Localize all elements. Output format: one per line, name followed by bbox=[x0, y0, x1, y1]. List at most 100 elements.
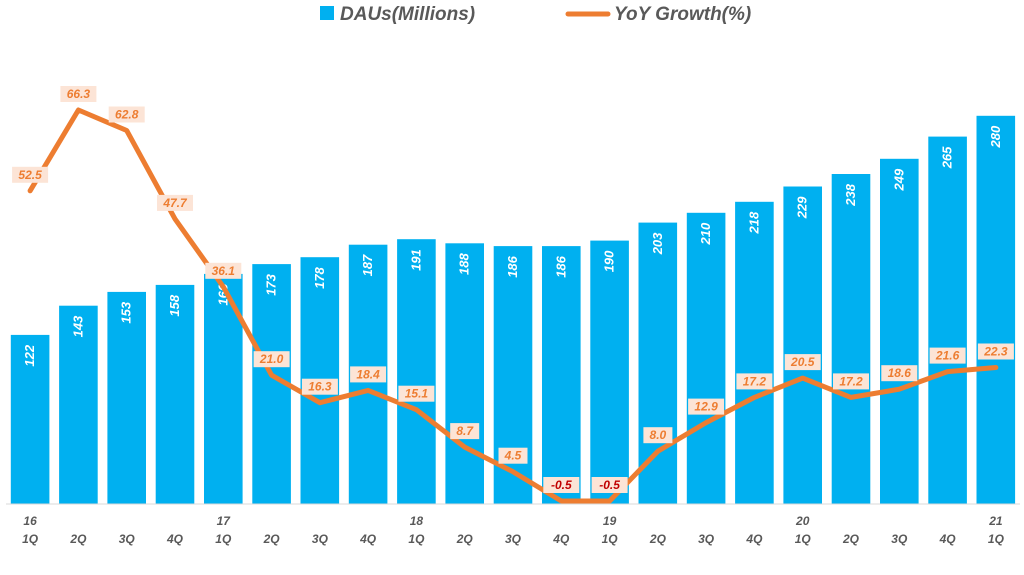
line-label-18: 18.6 bbox=[881, 365, 918, 382]
tick-quarter-15: 4Q bbox=[745, 532, 763, 546]
line-label-bg-9 bbox=[450, 423, 480, 440]
line-label-bg-10 bbox=[498, 447, 528, 464]
tick-quarter-18: 3Q bbox=[891, 532, 908, 546]
line-label-bg-8 bbox=[398, 385, 435, 402]
line-label-bg-13 bbox=[643, 427, 673, 444]
bar-19 bbox=[928, 136, 967, 504]
tick-quarter-11: 4Q bbox=[552, 532, 570, 546]
line-label-17: 17.2 bbox=[833, 373, 869, 390]
tick-year-20: 21 bbox=[988, 514, 1003, 528]
line-label-bg-4 bbox=[205, 262, 242, 279]
bar-label-2: 153 bbox=[119, 301, 134, 323]
line-label-6: 16.3 bbox=[301, 378, 338, 395]
bar-9 bbox=[445, 243, 484, 505]
line-label-bg-1 bbox=[60, 86, 97, 102]
bar-label-11: 186 bbox=[553, 255, 568, 277]
bar-label-16: 229 bbox=[795, 196, 810, 219]
line-label-text-20: 22.3 bbox=[983, 345, 1008, 359]
line-label-bg-17 bbox=[833, 373, 869, 390]
bar-label-17: 238 bbox=[843, 183, 858, 206]
line-label-bg-3 bbox=[157, 194, 193, 211]
tick-quarter-3: 4Q bbox=[166, 532, 184, 546]
bar-label-18: 249 bbox=[891, 168, 906, 191]
bar-label-8: 191 bbox=[408, 249, 423, 271]
line-label-text-7: 18.4 bbox=[356, 367, 380, 381]
tick-year-0: 16 bbox=[23, 514, 37, 528]
bar-label-5: 173 bbox=[264, 273, 279, 295]
bar-1 bbox=[59, 305, 98, 504]
tick-quarter-13: 2Q bbox=[649, 532, 667, 546]
line-label-10: 4.5 bbox=[498, 447, 528, 464]
bar-14 bbox=[686, 212, 726, 505]
bar-label-14: 210 bbox=[698, 222, 713, 245]
line-label-bg-2 bbox=[108, 106, 145, 123]
line-label-text-16: 20.5 bbox=[790, 355, 815, 369]
line-label-8: 15.1 bbox=[398, 385, 435, 402]
bar-16 bbox=[783, 186, 822, 504]
line-label-bg-11 bbox=[543, 477, 580, 493]
bar-label-1: 143 bbox=[70, 315, 85, 337]
yoy-growth-line bbox=[27, 107, 999, 504]
line-label-text-11: -0.5 bbox=[551, 478, 572, 492]
line-label-bg-7 bbox=[350, 366, 387, 383]
line-label-7: 18.4 bbox=[350, 366, 387, 383]
tick-quarter-12: 1Q bbox=[602, 532, 619, 546]
line-label-text-10: 4.5 bbox=[504, 449, 522, 463]
line-label-text-5: 21.0 bbox=[259, 352, 284, 366]
line-label-text-17: 17.2 bbox=[839, 374, 863, 388]
chart-legend: DAUs(Millions) YoY Growth(%) bbox=[320, 4, 751, 25]
line-label-15: 17.2 bbox=[736, 373, 773, 390]
tick-quarter-5: 2Q bbox=[263, 532, 281, 546]
line-label-4: 36.1 bbox=[205, 262, 242, 279]
line-label-text-14: 12.9 bbox=[694, 400, 718, 414]
line-label-text-12: -0.5 bbox=[599, 478, 620, 492]
line-label-bg-14 bbox=[688, 398, 725, 415]
line-label-bg-6 bbox=[301, 378, 338, 395]
bar-label-12: 190 bbox=[602, 250, 617, 272]
line-label-text-18: 18.6 bbox=[888, 366, 912, 380]
line-label-16: 20.5 bbox=[784, 354, 821, 371]
tick-quarter-19: 4Q bbox=[939, 532, 957, 546]
bar-18 bbox=[880, 158, 919, 505]
tick-quarter-7: 4Q bbox=[359, 532, 377, 546]
tick-quarter-6: 3Q bbox=[312, 532, 329, 546]
bar-label-9: 188 bbox=[457, 253, 472, 275]
line-series-yoy bbox=[27, 107, 999, 504]
bar-label-13: 203 bbox=[650, 232, 665, 255]
line-label-text-2: 62.8 bbox=[115, 108, 139, 122]
line-label-bg-5 bbox=[253, 351, 290, 368]
legend-label-dau: DAUs(Millions) bbox=[340, 4, 475, 25]
line-label-bg-12 bbox=[591, 477, 628, 493]
line-label-11: -0.5 bbox=[543, 477, 580, 493]
line-label-text-0: 52.5 bbox=[18, 168, 42, 182]
bar-series-dau bbox=[10, 115, 1016, 505]
line-label-13: 8.0 bbox=[643, 427, 673, 444]
line-label-0: 52.5 bbox=[12, 166, 49, 183]
tick-quarter-17: 2Q bbox=[842, 532, 860, 546]
line-label-12: -0.5 bbox=[591, 477, 628, 493]
line-label-bg-20 bbox=[977, 343, 1014, 360]
line-label-text-1: 66.3 bbox=[67, 87, 91, 101]
tick-year-12: 19 bbox=[603, 514, 617, 528]
tick-quarter-4: 1Q bbox=[215, 532, 232, 546]
tick-quarter-14: 3Q bbox=[698, 532, 715, 546]
bar-label-6: 178 bbox=[312, 266, 327, 288]
bar-label-15: 218 bbox=[746, 211, 761, 234]
line-value-labels: 52.5 66.3 62.8 47.7 36.1 21.0 16.3 18.4 15.1 8.7 4… bbox=[12, 86, 1014, 493]
bar-label-10: 186 bbox=[505, 255, 520, 277]
legend-swatch-dau bbox=[320, 6, 334, 20]
bar-label-3: 158 bbox=[167, 294, 182, 316]
tick-quarter-10: 3Q bbox=[505, 532, 522, 546]
x-axis-ticks: 16 1Q 2Q 3Q 4Q 17 1Q 2Q 3Q 4Q 18 1Q 2Q 3Q 4Q 19 1Q 2Q 3Q 4Q… bbox=[22, 514, 1004, 546]
tick-year-8: 18 bbox=[410, 514, 424, 528]
bar-3 bbox=[155, 284, 195, 504]
line-label-text-6: 16.3 bbox=[308, 380, 332, 394]
line-label-text-4: 36.1 bbox=[212, 264, 236, 278]
bar-20 bbox=[976, 115, 1016, 505]
tick-quarter-0: 1Q bbox=[22, 532, 39, 546]
bar-17 bbox=[831, 174, 871, 504]
legend-label-yoy: YoY Growth(%) bbox=[614, 4, 751, 25]
bar-2 bbox=[107, 291, 146, 504]
